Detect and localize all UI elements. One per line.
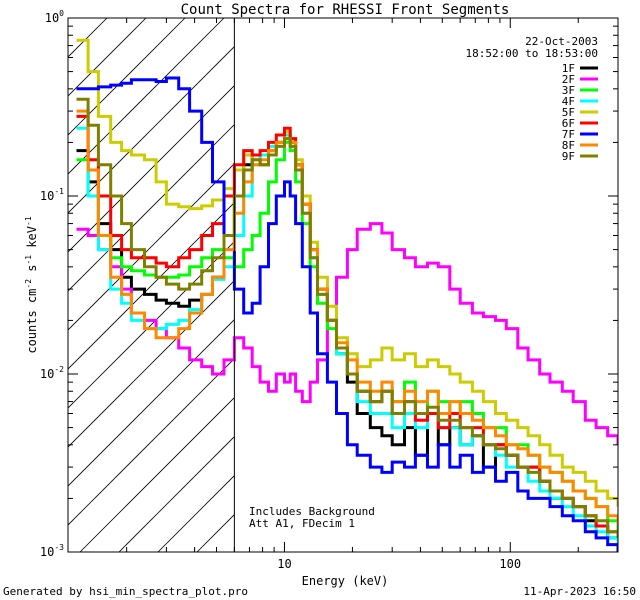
settings-annotation: Att A1, FDecim 1 (249, 517, 355, 530)
hatch-line (68, 358, 235, 526)
hatch-line (118, 436, 235, 552)
legend-label-9F: 9F (562, 150, 575, 163)
legend-label-6F: 6F (562, 117, 575, 130)
hatch-line (68, 124, 235, 292)
legend-label-7F: 7F (562, 128, 575, 141)
legend-label-2F: 2F (562, 73, 575, 86)
x-axis-label: Energy (keV) (302, 574, 389, 588)
y-tick-label: 10-1 (40, 187, 64, 203)
legend-label-5F: 5F (562, 106, 575, 119)
hatch-line (79, 397, 235, 552)
background-annotation: Includes Background (249, 505, 375, 518)
y-tick-label: 100 (45, 9, 64, 25)
hatch-line (68, 18, 186, 136)
series-line-7F (76, 76, 618, 552)
generated-timestamp: 11-Apr-2023 16:50 (523, 585, 636, 598)
hatch-line (68, 85, 235, 253)
generated-by-note: Generated by hsi_min_spectra_plot.pro (3, 585, 248, 598)
legend-label-8F: 8F (562, 139, 575, 152)
legend-label-3F: 3F (562, 84, 575, 97)
hatch-line (68, 163, 235, 331)
y-tick-label: 10-3 (40, 543, 64, 559)
x-tick-label: 10 (277, 557, 291, 571)
hatch-line (68, 202, 235, 370)
axis-ticks: 10 100 10-3 10-2 10-1 100 (40, 9, 619, 571)
hatch-line (68, 46, 235, 214)
date-annotation: 22-Oct-2003 (525, 35, 598, 48)
y-axis-label: counts cm-2 s-1 keV-1 (24, 216, 39, 353)
plot-frame (67, 17, 619, 553)
chart-title: Count Spectra for RHESSI Front Segments (181, 2, 510, 18)
series-line-9F (76, 97, 618, 538)
hatch-line (68, 280, 235, 448)
x-tick-label: 100 (499, 557, 521, 571)
series-layer (76, 38, 618, 552)
hatch-line (68, 319, 235, 487)
time-range-annotation: 18:52:00 to 18:53:00 (466, 47, 598, 60)
y-tick-label: 10-2 (40, 365, 64, 381)
legend-label-1F: 1F (562, 62, 575, 75)
hatch-line (68, 18, 225, 175)
legend-label-4F: 4F (562, 95, 575, 108)
